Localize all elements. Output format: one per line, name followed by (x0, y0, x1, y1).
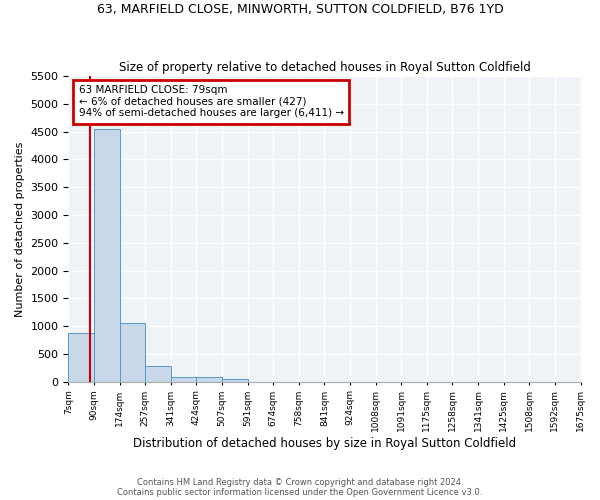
X-axis label: Distribution of detached houses by size in Royal Sutton Coldfield: Distribution of detached houses by size … (133, 437, 516, 450)
Bar (145, 366, 171, 382)
Title: Size of property relative to detached houses in Royal Sutton Coldfield: Size of property relative to detached ho… (119, 60, 530, 74)
Bar (222, 378, 248, 382)
Text: 63, MARFIELD CLOSE, MINWORTH, SUTTON COLDFIELD, B76 1YD: 63, MARFIELD CLOSE, MINWORTH, SUTTON COL… (97, 2, 503, 16)
Text: Contains HM Land Registry data © Crown copyright and database right 2024.
Contai: Contains HM Land Registry data © Crown c… (118, 478, 482, 497)
Y-axis label: Number of detached properties: Number of detached properties (15, 141, 25, 316)
Text: 63 MARFIELD CLOSE: 79sqm
← 6% of detached houses are smaller (427)
94% of semi-d: 63 MARFIELD CLOSE: 79sqm ← 6% of detache… (79, 85, 344, 118)
Bar (171, 376, 196, 382)
Bar (119, 323, 145, 382)
Bar (94, 130, 119, 382)
Bar (196, 376, 222, 382)
Bar (68, 333, 94, 382)
